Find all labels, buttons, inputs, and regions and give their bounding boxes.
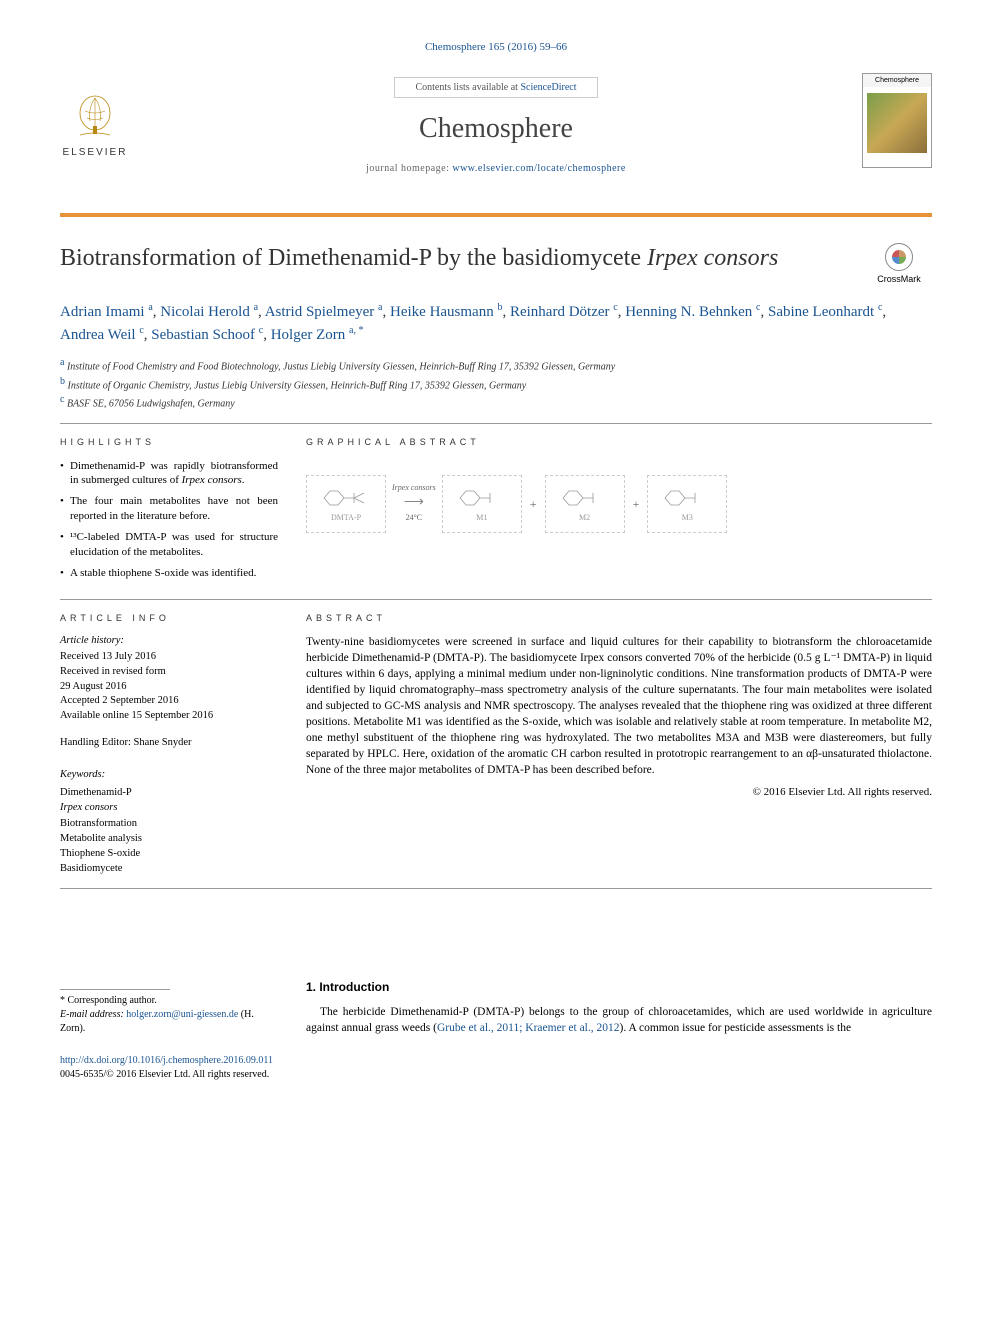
- keyword-item: Thiophene S-oxide: [60, 846, 278, 861]
- keywords-label: Keywords:: [60, 768, 278, 783]
- author-link[interactable]: Sebastian Schoof c: [151, 327, 263, 343]
- journal-homepage-line: journal homepage: www.elsevier.com/locat…: [60, 162, 932, 176]
- history-label: Article history:: [60, 634, 278, 649]
- contents-line: Contents lists available at ScienceDirec…: [394, 77, 597, 99]
- abstract-heading: ABSTRACT: [306, 612, 932, 624]
- graphical-abstract-heading: GRAPHICAL ABSTRACT: [306, 436, 932, 448]
- elsevier-tree-icon: [70, 93, 120, 143]
- author-link[interactable]: Henning N. Behnken c: [625, 304, 760, 320]
- keyword-item: Basidiomycete: [60, 861, 278, 876]
- highlights-list: Dimethenamid-P was rapidly biotransforme…: [60, 459, 278, 581]
- online-date: Available online 15 September 2016: [60, 709, 278, 724]
- masthead: ELSEVIER Chemosphere Contents lists avai…: [60, 73, 932, 203]
- citation-volref: 165 (2016) 59–66: [488, 41, 567, 53]
- author-link[interactable]: Andrea Weil c: [60, 327, 144, 343]
- crossmark-icon: [885, 243, 913, 271]
- intro-citation-link[interactable]: Grube et al., 2011; Kraemer et al., 2012: [437, 1022, 620, 1034]
- handling-editor: Handling Editor: Shane Snyder: [60, 736, 278, 751]
- affiliation-line: b Institute of Organic Chemistry, Justus…: [60, 375, 932, 393]
- crossmark-label: CrossMark: [877, 274, 921, 284]
- highlight-item: The four main metabolites have not been …: [60, 494, 278, 524]
- highlights-heading: HIGHLIGHTS: [60, 436, 278, 448]
- author-link[interactable]: Reinhard Dötzer c: [510, 304, 618, 320]
- author-link[interactable]: Heike Hausmann b: [390, 304, 502, 320]
- citation-link[interactable]: Chemosphere 165 (2016) 59–66: [425, 41, 567, 53]
- keywords-block: Keywords: Dimethenamid-PIrpex consorsBio…: [60, 768, 278, 876]
- keyword-item: Irpex consors: [60, 800, 278, 815]
- publisher-logo[interactable]: ELSEVIER: [60, 93, 130, 160]
- arrow-species: Irpex consors: [392, 483, 436, 494]
- article-history: Article history: Received 13 July 2016 R…: [60, 634, 278, 724]
- received-date: Received 13 July 2016: [60, 650, 278, 665]
- molecule-m3: M3: [647, 475, 727, 533]
- article-title: Biotransformation of Dimethenamid-P by t…: [60, 243, 854, 273]
- affiliation-list: a Institute of Food Chemistry and Food B…: [60, 356, 932, 411]
- author-list: Adrian Imami a, Nicolai Herold a, Astrid…: [60, 301, 932, 347]
- corresponding-author-note: * Corresponding author. E-mail address: …: [60, 994, 278, 1036]
- mol-label-0: DMTA-P: [331, 513, 361, 524]
- email-label: E-mail address:: [60, 1009, 126, 1020]
- author-link[interactable]: Astrid Spielmeyer a: [265, 304, 383, 320]
- highlight-item: Dimethenamid-P was rapidly biotransforme…: [60, 459, 278, 489]
- keyword-item: Metabolite analysis: [60, 831, 278, 846]
- mol-label-3: M3: [682, 513, 693, 524]
- masthead-rule: [60, 213, 932, 217]
- highlight-item: ¹³C-labeled DMTA-P was used for structur…: [60, 530, 278, 560]
- journal-title: Chemosphere: [60, 110, 932, 148]
- affiliation-line: a Institute of Food Chemistry and Food B…: [60, 356, 932, 374]
- contents-prefix: Contents lists available at: [415, 82, 520, 93]
- molecule-m1: M1: [442, 475, 522, 533]
- reaction-arrow: Irpex consors ⟶ 24°C: [392, 483, 436, 523]
- article-info-heading: ARTICLE INFO: [60, 612, 278, 624]
- mol-label-1: M1: [476, 513, 487, 524]
- arrow-temp: 24°C: [392, 513, 436, 524]
- graphical-abstract: DMTA-P Irpex consors ⟶ 24°C M1 + M2 + M3: [306, 459, 932, 549]
- corr-email-link[interactable]: holger.zorn@uni-giessen.de: [126, 1009, 238, 1020]
- corr-label: * Corresponding author.: [60, 994, 278, 1008]
- keyword-item: Biotransformation: [60, 816, 278, 831]
- introduction-text: The herbicide Dimethenamid-P (DMTA-P) be…: [306, 1004, 932, 1036]
- sciencedirect-link[interactable]: ScienceDirect: [520, 82, 576, 93]
- abstract-text: Twenty-nine basidiomycetes were screened…: [306, 634, 932, 779]
- author-link[interactable]: Holger Zorn a, *: [271, 327, 364, 343]
- revised-label: Received in revised form: [60, 665, 278, 680]
- doi-block: http://dx.doi.org/10.1016/j.chemosphere.…: [60, 1054, 932, 1082]
- author-link[interactable]: Adrian Imami a: [60, 304, 153, 320]
- cover-image-icon: [867, 93, 927, 153]
- highlight-item: A stable thiophene S-oxide was identifie…: [60, 566, 278, 581]
- footnote-rule: [60, 989, 170, 990]
- journal-cover-thumbnail[interactable]: Chemosphere: [862, 73, 932, 168]
- copyright-line: © 2016 Elsevier Ltd. All rights reserved…: [306, 785, 932, 800]
- divider: [60, 423, 932, 424]
- title-main: Biotransformation of Dimethenamid-P by t…: [60, 245, 647, 271]
- doi-link[interactable]: http://dx.doi.org/10.1016/j.chemosphere.…: [60, 1055, 273, 1066]
- issn-copyright: 0045-6535/© 2016 Elsevier Ltd. All right…: [60, 1068, 932, 1082]
- divider: [60, 888, 932, 889]
- revised-date: 29 August 2016: [60, 680, 278, 695]
- editor-name: Shane Snyder: [134, 737, 192, 748]
- introduction-heading: 1. Introduction: [306, 979, 932, 995]
- keyword-item: Dimethenamid-P: [60, 785, 278, 800]
- editor-label: Handling Editor:: [60, 737, 134, 748]
- molecule-dmtap: DMTA-P: [306, 475, 386, 533]
- author-link[interactable]: Nicolai Herold a: [160, 304, 258, 320]
- molecule-m2: M2: [545, 475, 625, 533]
- divider: [60, 599, 932, 600]
- plus-icon: +: [528, 496, 539, 512]
- affiliation-line: c BASF SE, 67056 Ludwigshafen, Germany: [60, 393, 932, 411]
- mol-label-2: M2: [579, 513, 590, 524]
- publisher-name: ELSEVIER: [60, 146, 130, 160]
- arrow-icon: ⟶: [392, 494, 436, 513]
- intro-post: ). A common issue for pesticide assessme…: [620, 1022, 852, 1034]
- author-link[interactable]: Sabine Leonhardt c: [768, 304, 882, 320]
- crossmark-badge[interactable]: CrossMark: [866, 243, 932, 285]
- cover-journal-name: Chemosphere: [863, 74, 931, 87]
- accepted-date: Accepted 2 September 2016: [60, 694, 278, 709]
- journal-homepage-link[interactable]: www.elsevier.com/locate/chemosphere: [452, 163, 625, 174]
- title-species: Irpex consors: [647, 245, 778, 271]
- homepage-prefix: journal homepage:: [366, 163, 452, 174]
- running-head-citation: Chemosphere 165 (2016) 59–66: [60, 40, 932, 55]
- plus-icon: +: [631, 496, 642, 512]
- citation-journal: Chemosphere: [425, 41, 485, 53]
